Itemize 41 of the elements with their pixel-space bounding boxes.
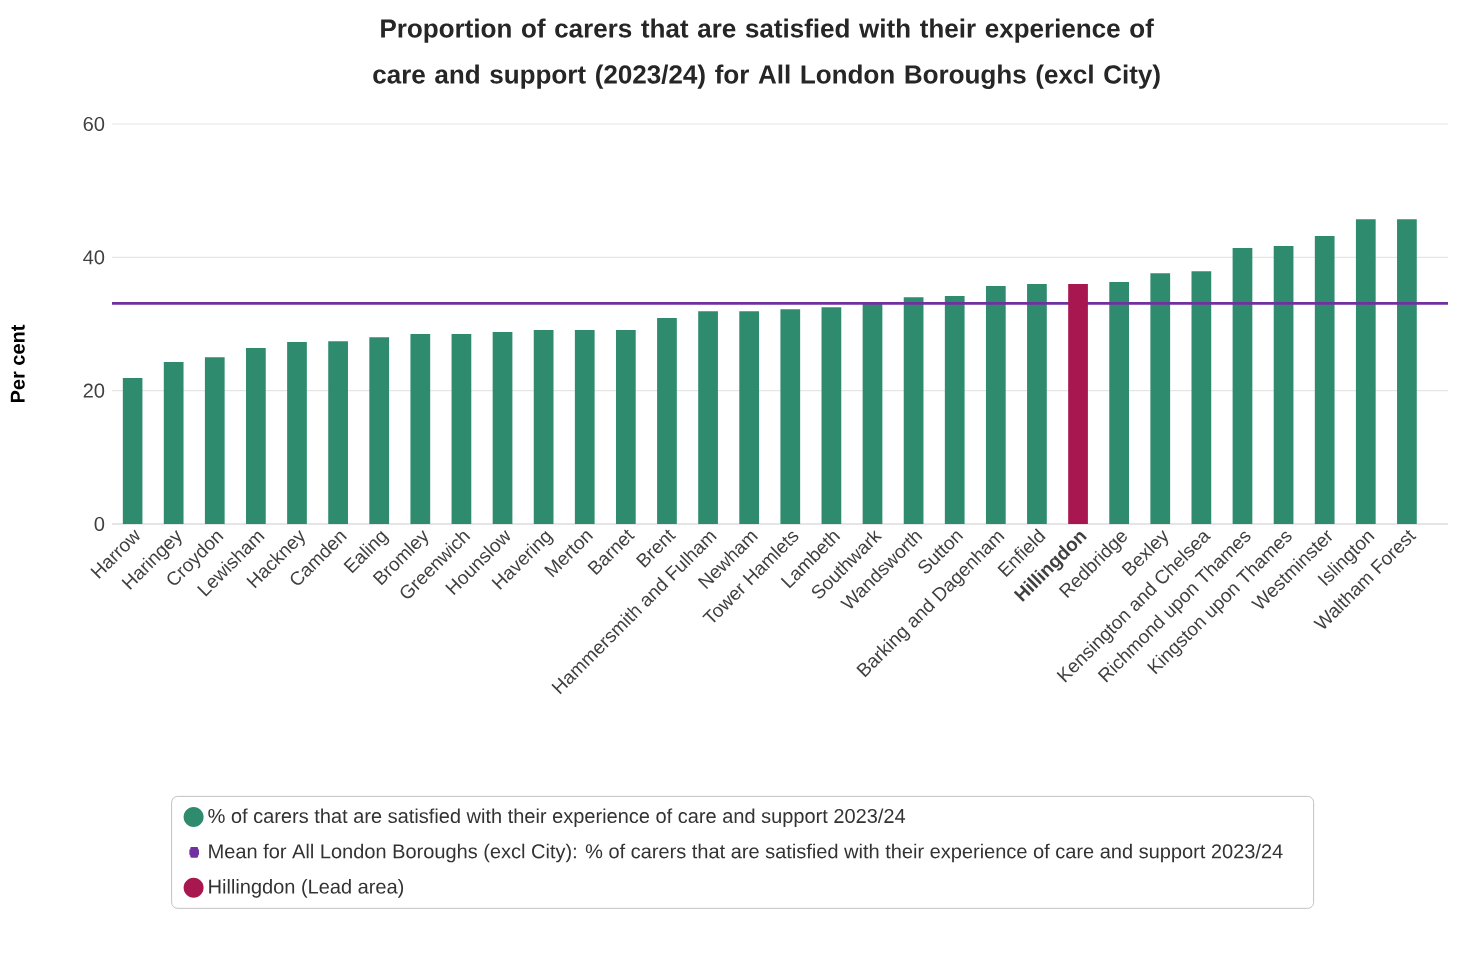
bar: [1027, 283, 1047, 524]
bar: [328, 341, 348, 524]
bar: [369, 337, 390, 524]
y-tick-label: 0: [94, 516, 105, 532]
bar: [1232, 247, 1253, 524]
bar: [1397, 219, 1417, 524]
bar: [246, 347, 266, 524]
bar: [657, 317, 677, 524]
bar: [821, 307, 842, 524]
bar: [944, 295, 965, 524]
bar: [492, 331, 513, 524]
bar: [122, 377, 143, 524]
bar: [780, 309, 801, 524]
legend-label: % of carers that are satisfied with their experience of care and support 2023/24: [208, 808, 906, 828]
bar: [903, 297, 924, 524]
bar: [410, 333, 431, 524]
bar: [1355, 219, 1376, 524]
bar: [1150, 273, 1171, 524]
bar: [1109, 281, 1130, 524]
legend-label: Hillingdon (Lead area): [209, 879, 404, 898]
bar: [1068, 283, 1088, 524]
bar: [574, 329, 595, 524]
y-tick-label: 60: [83, 116, 105, 132]
bar: [739, 311, 760, 524]
bar: [985, 285, 1006, 524]
bar: [1314, 235, 1335, 524]
chart-title: Proportion of carers that are satisfied with their experience of care and support (2023/24) for All London Boroughs (excl City): [373, 18, 1160, 89]
bar: [163, 361, 184, 524]
legend-label: Mean for All London Boroughs (excl City): % of carers that are satisfied with their experience of care and support 2023/24: [209, 843, 1283, 863]
bar: [451, 333, 472, 524]
bar: [698, 311, 718, 524]
y-tick-label: 20: [83, 383, 105, 398]
bar: [862, 303, 883, 524]
y-axis-title: Per cent: [10, 324, 25, 403]
bar: [287, 341, 307, 524]
bar: [615, 329, 636, 524]
bar: [533, 329, 554, 524]
bar: [1273, 245, 1294, 524]
y-tick-label: 40: [83, 250, 105, 265]
bar: [204, 357, 225, 524]
bar: [1191, 271, 1212, 524]
